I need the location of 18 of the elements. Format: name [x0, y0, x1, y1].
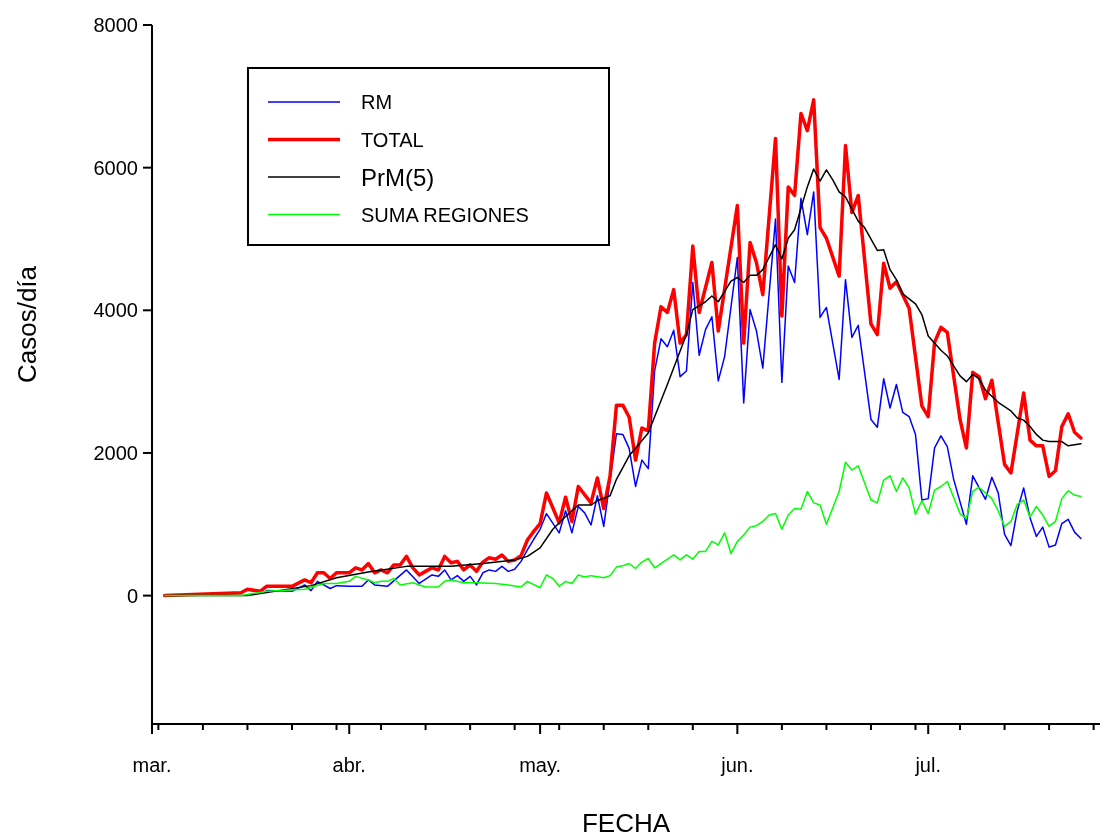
y-tick-label: 6000	[93, 156, 138, 179]
y-tick-label: 2000	[93, 441, 138, 464]
legend-label: PrM(5)	[361, 163, 435, 191]
legend-label: SUMA REGIONES	[361, 203, 529, 226]
y-tick-label: 4000	[93, 299, 138, 322]
x-tick-label: jul.	[914, 754, 941, 776]
line-series	[265, 191, 1082, 593]
x-tick-label: jun.	[720, 754, 754, 776]
x-tick-label: abr.	[332, 754, 366, 776]
y-tick-label: 0	[126, 584, 138, 607]
y-axis-title: Casos/día	[12, 265, 42, 384]
legend-label: RM	[361, 91, 393, 113]
x-tick-label: mar.	[132, 754, 172, 776]
x-axis-title: FECHA	[581, 808, 671, 838]
x-tick-label: may.	[519, 754, 562, 776]
y-tick-label: 8000	[93, 14, 138, 36]
legend-label: TOTAL	[361, 128, 424, 151]
line-series	[163, 461, 1082, 597]
